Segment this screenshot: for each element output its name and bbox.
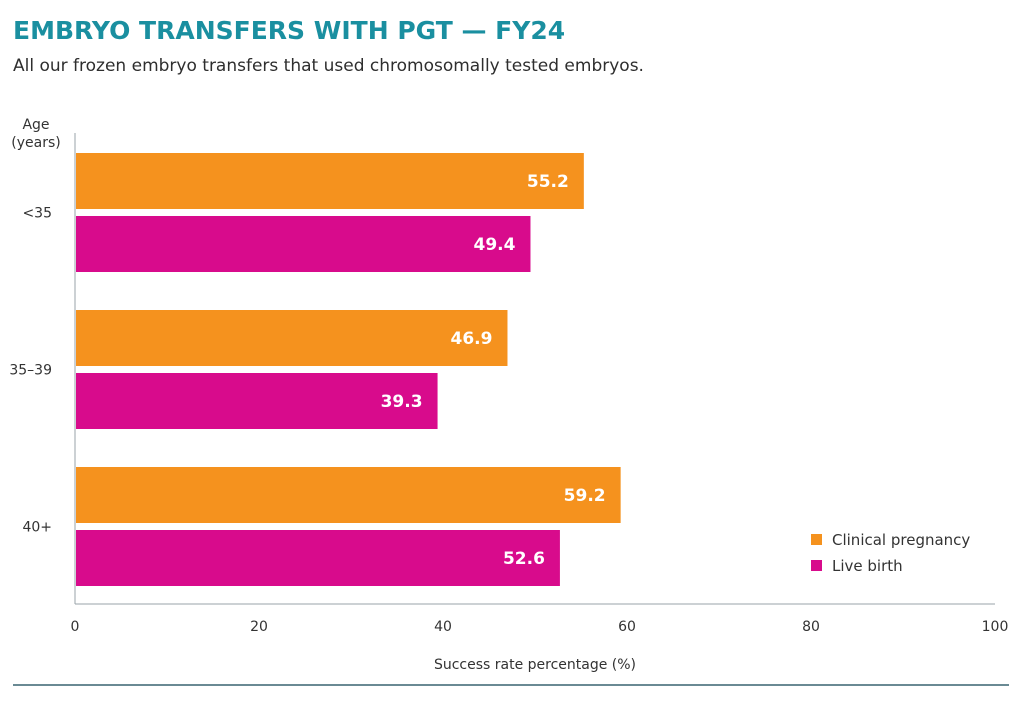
bar [76,467,621,523]
bar [76,216,531,272]
bar-value-label: 55.2 [527,172,569,192]
legend-swatch [811,560,822,571]
bar-value-label: 59.2 [564,486,606,506]
bar [76,153,584,209]
x-tick-label: 80 [802,619,820,635]
y-axis-title-line: (years) [11,135,60,151]
legend-label: Clinical pregnancy [832,531,970,549]
bar-value-label: 49.4 [474,235,516,255]
bar-value-label: 46.9 [451,329,493,349]
chart-subtitle: All our frozen embryo transfers that use… [13,56,644,76]
chart-title: EMBRYO TRANSFERS WITH PGT — FY24 [13,16,566,45]
legend-label: Live birth [832,557,903,575]
x-tick-label: 60 [618,619,636,635]
bar [76,373,438,429]
x-tick-label: 0 [71,619,80,635]
bar [76,530,560,586]
footer-divider [13,684,1009,686]
x-axis-title: Success rate percentage (%) [434,657,636,673]
y-category-label: 35–39 [9,363,52,379]
y-category-label: 40+ [22,520,52,536]
x-tick-label: 20 [250,619,268,635]
bar-value-label: 39.3 [381,392,423,412]
legend-swatch [811,534,822,545]
x-tick-label: 40 [434,619,452,635]
x-tick-label: 100 [982,619,1009,635]
y-category-label: <35 [22,206,52,222]
bar-value-label: 52.6 [503,549,545,569]
y-axis-title-line: Age [22,117,49,133]
bar [76,310,508,366]
